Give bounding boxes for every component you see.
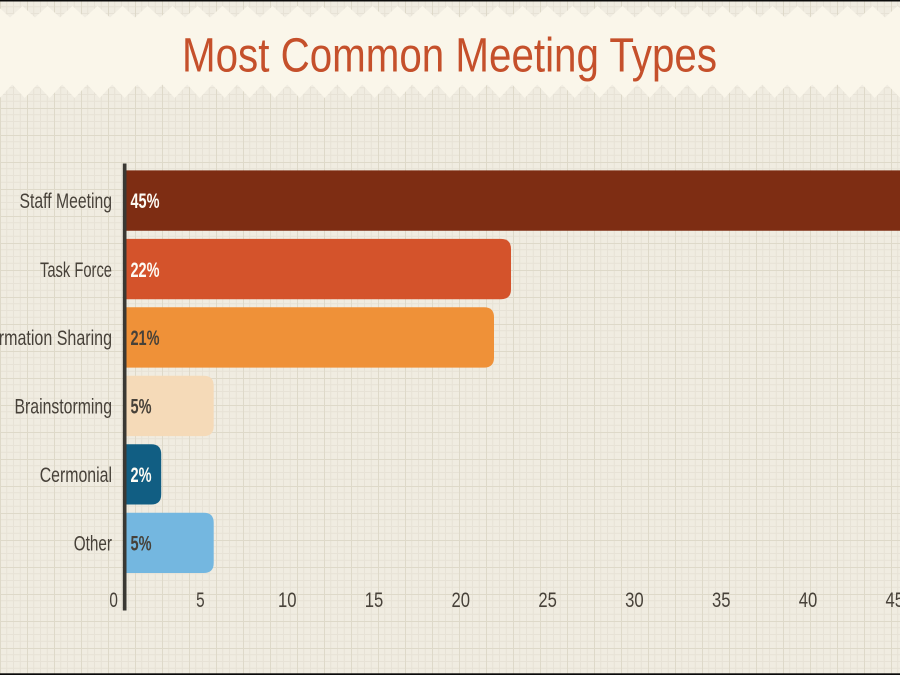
svg-text:Other: Other xyxy=(74,532,112,556)
svg-text:5: 5 xyxy=(196,589,205,612)
svg-text:Cermonial: Cermonial xyxy=(40,463,112,487)
svg-text:Staff Meeting: Staff Meeting xyxy=(20,189,113,213)
svg-text:21%: 21% xyxy=(131,326,160,350)
svg-text:45: 45 xyxy=(886,589,900,612)
svg-text:25: 25 xyxy=(538,589,557,612)
svg-text:Task Force: Task Force xyxy=(40,258,112,282)
svg-text:5%: 5% xyxy=(131,532,152,556)
svg-text:15: 15 xyxy=(365,589,384,612)
svg-text:Brainstorming: Brainstorming xyxy=(15,395,113,419)
svg-text:0: 0 xyxy=(109,589,118,612)
svg-text:22%: 22% xyxy=(131,258,160,282)
svg-text:2%: 2% xyxy=(131,463,152,487)
svg-text:40: 40 xyxy=(799,589,818,612)
svg-text:35: 35 xyxy=(712,589,731,612)
svg-text:5%: 5% xyxy=(131,395,152,419)
svg-text:Most Common Meeting Types: Most Common Meeting Types xyxy=(182,30,717,83)
svg-text:10: 10 xyxy=(278,589,297,612)
svg-text:30: 30 xyxy=(625,589,644,612)
svg-text:Information Sharing: Information Sharing xyxy=(0,326,112,350)
svg-text:20: 20 xyxy=(452,589,471,612)
svg-text:45%: 45% xyxy=(131,189,160,213)
